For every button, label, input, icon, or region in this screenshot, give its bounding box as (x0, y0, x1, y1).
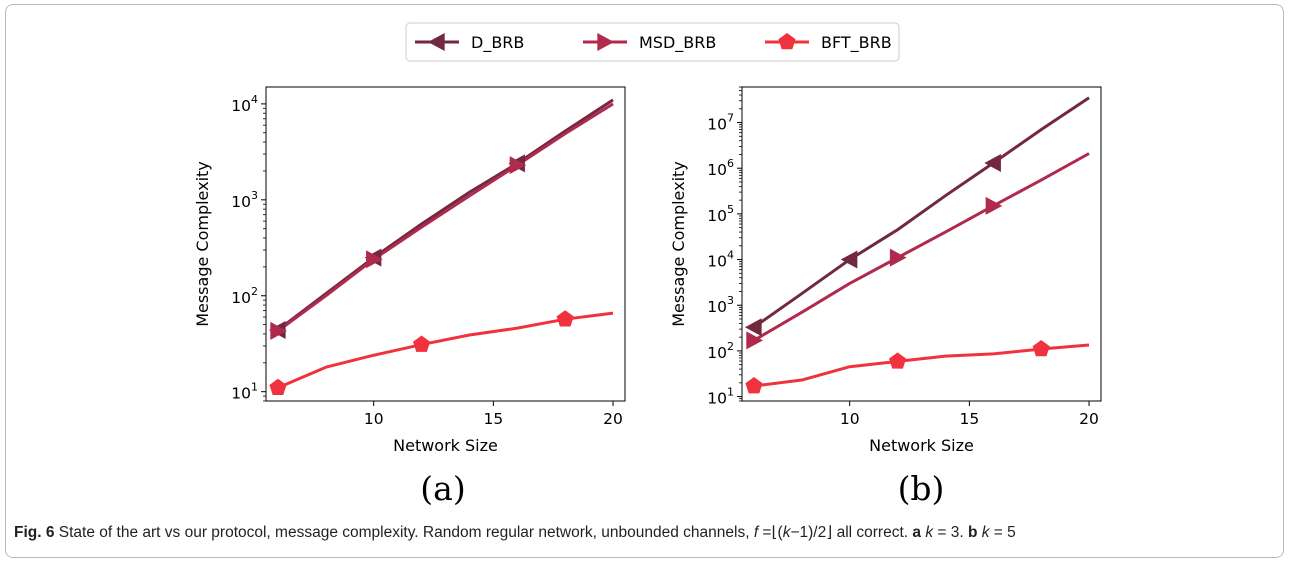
caption-part-b: b (967, 524, 978, 541)
caption-part-a: a (912, 524, 921, 541)
series-line-bft_brb (753, 343, 1090, 388)
x-axis-label: Network Size (869, 436, 974, 455)
data-point-bft_brb (1032, 340, 1050, 357)
x-axis-label: Network Size (393, 436, 498, 455)
y-tick-label: 103 (231, 189, 258, 211)
y-tick-label: 102 (231, 285, 258, 307)
data-point-d_brb (840, 250, 858, 269)
series-line-msd_brb (277, 102, 614, 333)
y-tick-label: 104 (707, 249, 734, 271)
figure-caption: Fig. 6 State of the art vs our protocol,… (14, 523, 1279, 542)
x-tick-label: 15 (959, 410, 979, 428)
legend-marker-right-triangle-icon (597, 33, 614, 51)
caption-formula-tail: −1)/2⌋ all correct. (790, 524, 913, 541)
y-tick-label: 101 (707, 386, 734, 408)
data-point-msd_brb (366, 250, 383, 269)
x-tick-label: 15 (483, 410, 503, 428)
legend-label: MSD_BRB (639, 33, 716, 53)
data-point-msd_brb (509, 156, 527, 175)
y-axis-label: Message Complexity (669, 161, 688, 327)
y-tick-label: 105 (707, 203, 734, 225)
series-line-bft_brb (277, 311, 614, 390)
data-point-msd_brb (270, 321, 287, 340)
panel-label: (b) (898, 469, 945, 508)
figure-frame (5, 4, 1284, 558)
x-tick-label: 20 (1079, 410, 1099, 428)
legend-marker-left-triangle-icon (428, 33, 445, 51)
caption-part-b-expr: = 5 (989, 524, 1016, 541)
caption-formula-f: f (753, 524, 759, 541)
legend-marker-pentagon-icon (778, 33, 796, 50)
y-tick-label: 103 (707, 294, 734, 316)
caption-part-a-expr: = 3. (933, 524, 968, 541)
y-axis-label: Message Complexity (193, 161, 212, 327)
plot-area-frame (265, 86, 626, 402)
panel-b: 10 15 20 101 102 103 104 105 106 107 Network Size M… (669, 86, 1102, 508)
caption-part-b-k: k (981, 524, 990, 541)
series-line-d_brb (277, 98, 614, 332)
data-point-msd_brb (746, 331, 763, 350)
plot-area-frame (741, 86, 1102, 402)
data-point-msd_brb (985, 196, 1003, 215)
series-line-msd_brb (753, 152, 1090, 342)
y-tick-label: 102 (707, 340, 734, 362)
data-point-d_brb (984, 154, 1001, 173)
legend-box (405, 22, 900, 62)
data-point-bft_brb (556, 310, 574, 327)
y-tick-label: 107 (707, 112, 734, 134)
data-point-bft_brb (745, 377, 763, 394)
data-point-msd_brb (889, 248, 907, 267)
panel-label: (a) (420, 469, 465, 508)
caption-fig-label: Fig. 6 (14, 524, 55, 541)
caption-formula-rest: =⌊( (758, 524, 783, 541)
y-tick-label: 106 (707, 157, 734, 179)
data-point-d_brb (744, 318, 762, 337)
data-point-bft_brb (269, 378, 287, 396)
legend: D_BRB MSD_BRB BFT_BRB (405, 22, 900, 62)
caption-formula-k: k (782, 524, 791, 541)
x-tick-label: 10 (840, 410, 860, 428)
panel-a: 10 15 20 101 102 103 104 Network Size Message Co… (193, 86, 626, 508)
x-tick-label: 10 (364, 410, 384, 428)
legend-label: D_BRB (471, 33, 524, 53)
legend-label: BFT_BRB (821, 33, 892, 53)
caption-text: State of the art vs our protocol, messag… (54, 524, 754, 541)
data-point-bft_brb (413, 335, 431, 352)
y-tick-label: 104 (231, 93, 258, 115)
y-tick-label: 101 (231, 381, 258, 403)
caption-part-a-k: k (925, 524, 934, 541)
series-line-d_brb (753, 96, 1090, 329)
x-tick-label: 20 (603, 410, 623, 428)
data-point-bft_brb (889, 352, 907, 369)
